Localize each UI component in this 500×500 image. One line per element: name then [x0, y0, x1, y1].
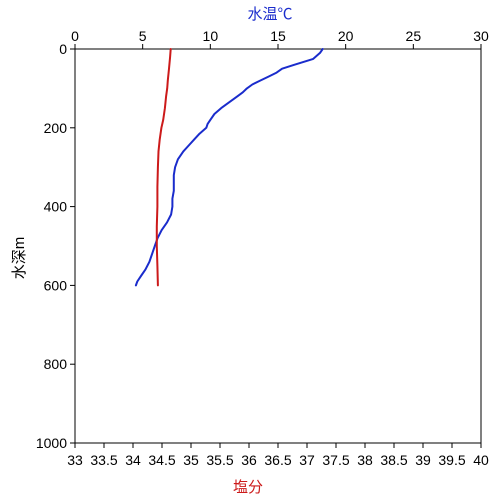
top-tick-label: 10: [203, 28, 219, 44]
top-tick-label: 5: [139, 28, 147, 44]
bottom-tick-label: 34: [125, 452, 141, 468]
bottom-tick-label: 37: [299, 452, 315, 468]
bottom-tick-label: 40: [473, 452, 489, 468]
bottom-tick-label: 36: [241, 452, 257, 468]
top-axis-title: 水温℃: [247, 6, 292, 23]
plot-area: [74, 48, 482, 444]
bottom-tick-label: 35: [183, 452, 199, 468]
series-layer: [134, 48, 324, 287]
bottom-tick-label: 39: [415, 452, 431, 468]
bottom-tick-label: 37.5: [322, 452, 349, 468]
top-tick-label: 20: [338, 28, 354, 44]
bottom-tick-label: 39.5: [438, 452, 465, 468]
top-tick-label: 0: [71, 28, 79, 44]
bottom-tick-label: 33.5: [90, 452, 117, 468]
y-axis-title: 水深m: [11, 237, 28, 280]
bottom-tick-label: 35.5: [206, 452, 233, 468]
salinity-series-line: [155, 48, 172, 287]
bottom-tick-label: 38.5: [380, 452, 407, 468]
temperature-series-line: [134, 48, 324, 287]
bottom-tick-label: 33: [67, 452, 83, 468]
top-tick-label: 15: [270, 28, 286, 44]
y-tick-label: 0: [59, 41, 67, 57]
bottom-tick-label: 34.5: [148, 452, 175, 468]
y-tick-label: 400: [44, 199, 68, 215]
bottom-tick-label: 38: [357, 452, 373, 468]
bottom-x-axis: 33 33.5 34 34.5 35 35.5 36 36.5 37 37.5 38 38.5 39 39…: [67, 443, 489, 468]
y-tick-label: 200: [44, 120, 68, 136]
y-axis: 0 200 400 600 800 1000: [36, 41, 75, 451]
y-tick-label: 1000: [36, 435, 67, 451]
y-tick-label: 600: [44, 277, 68, 293]
top-tick-label: 25: [406, 28, 422, 44]
y-tick-label: 800: [44, 356, 68, 372]
bottom-tick-label: 36.5: [264, 452, 291, 468]
top-tick-label: 30: [473, 28, 489, 44]
bottom-axis-title: 塩分: [233, 479, 263, 496]
top-x-axis: 0 5 10 15 20 25 30: [71, 28, 489, 49]
